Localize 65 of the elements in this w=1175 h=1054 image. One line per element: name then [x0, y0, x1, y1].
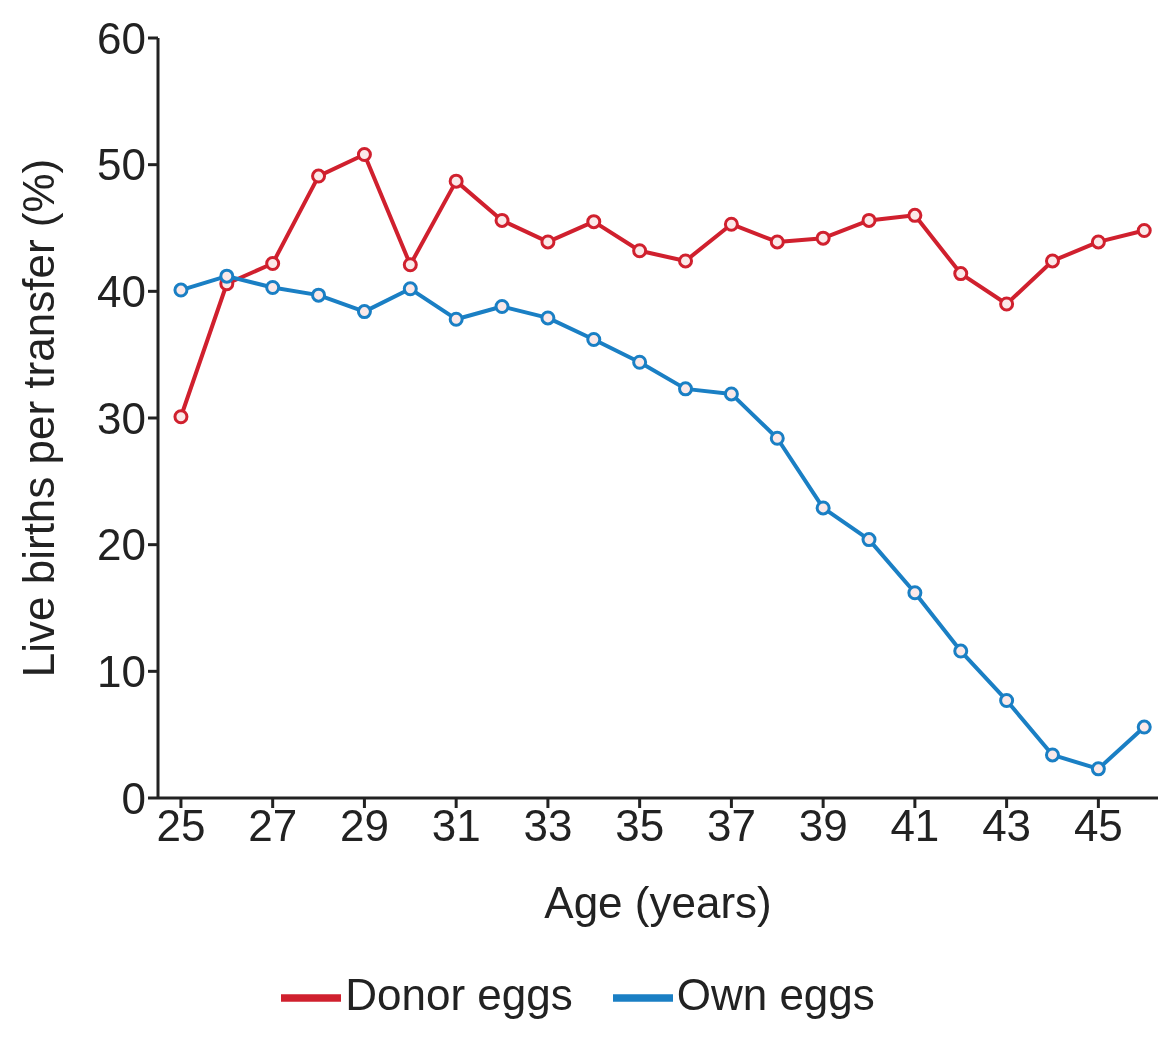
point — [586, 331, 602, 347]
point — [953, 643, 969, 659]
x-tick-label: 25 — [156, 801, 206, 851]
point — [1045, 747, 1060, 763]
x-tick-label: 43 — [982, 801, 1032, 851]
x-tick-label: 33 — [523, 801, 573, 851]
x-tick-label: 45 — [1073, 801, 1123, 851]
point — [540, 310, 556, 326]
point — [494, 299, 510, 315]
point — [907, 585, 923, 601]
x-tick-label: 31 — [431, 801, 481, 851]
y-tick-label: 10 — [97, 646, 146, 696]
point — [402, 257, 418, 273]
x-tick-label: 37 — [706, 801, 756, 851]
y-tick-label: 30 — [97, 393, 146, 443]
point — [1136, 223, 1152, 239]
point — [402, 281, 418, 297]
x-axis-title: Age (years) — [544, 878, 772, 927]
point — [769, 430, 785, 446]
y-tick-label: 0 — [121, 773, 146, 823]
point — [861, 532, 877, 548]
point — [448, 311, 464, 327]
legend-label: Donor eggs — [345, 969, 573, 1019]
point — [311, 168, 327, 184]
point — [1090, 761, 1106, 777]
legend-label: Own eggs — [676, 969, 875, 1019]
point — [815, 230, 831, 246]
point — [815, 500, 831, 516]
point — [356, 147, 372, 163]
point — [586, 214, 602, 230]
point — [953, 266, 969, 282]
point — [632, 354, 648, 370]
point — [1045, 253, 1060, 269]
point — [173, 409, 189, 425]
point — [173, 282, 189, 298]
point — [632, 243, 648, 259]
y-tick-label: 20 — [97, 520, 146, 570]
point — [999, 296, 1015, 312]
point — [540, 234, 556, 250]
point — [219, 268, 235, 284]
x-tick-label: 39 — [798, 801, 848, 851]
point — [356, 304, 372, 320]
x-tick-label: 29 — [339, 801, 389, 851]
point — [907, 207, 923, 223]
point — [265, 255, 281, 271]
x-tick-label: 41 — [890, 801, 940, 851]
y-axis-title: Live births per transfer (%) — [13, 158, 63, 678]
point — [494, 212, 510, 228]
point — [1090, 234, 1106, 250]
point — [448, 173, 464, 189]
x-tick-label: 35 — [615, 801, 665, 851]
x-tick-label: 27 — [248, 801, 298, 851]
point — [723, 386, 739, 402]
point — [1136, 719, 1152, 735]
point — [311, 287, 327, 303]
point — [769, 234, 785, 250]
point — [861, 212, 877, 228]
point — [723, 216, 739, 232]
point — [678, 381, 694, 397]
y-tick-label: 60 — [97, 13, 146, 63]
point — [265, 280, 281, 296]
y-tick-label: 50 — [97, 140, 146, 190]
point — [678, 253, 694, 269]
y-tick-label: 40 — [97, 266, 146, 316]
point — [999, 692, 1015, 708]
